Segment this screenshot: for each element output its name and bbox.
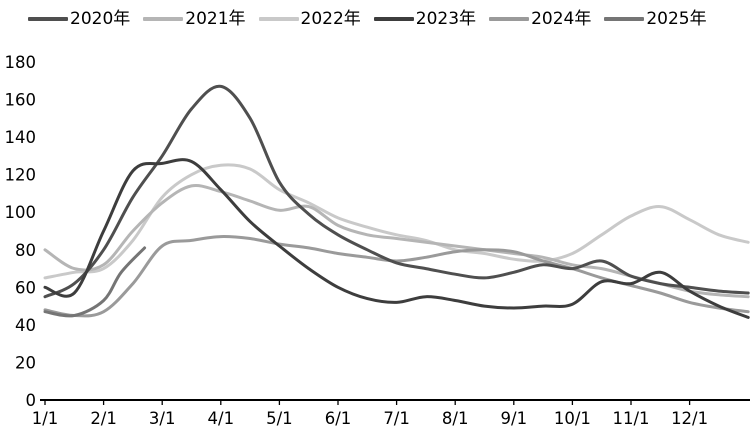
x-axis-tick-label: 4/1 bbox=[208, 409, 235, 428]
series-line-2023 bbox=[43, 158, 750, 319]
y-axis-tick-label: 40 bbox=[15, 316, 36, 335]
series-line-2024 bbox=[43, 235, 750, 318]
legend-label: 2022年 bbox=[300, 8, 361, 29]
y-axis-tick-label: 100 bbox=[5, 203, 37, 222]
legend-line-swatch bbox=[258, 17, 299, 21]
series-line-2020 bbox=[43, 84, 750, 299]
legend-label: 2024年 bbox=[531, 8, 592, 29]
x-axis-tick-label: 1/1 bbox=[32, 409, 59, 428]
y-axis-tick-label: 140 bbox=[5, 128, 37, 147]
y-axis-tick-label: 20 bbox=[15, 353, 36, 372]
legend-label: 2023年 bbox=[415, 8, 477, 29]
legend-label: 2025年 bbox=[646, 8, 707, 29]
x-axis-tick-label: 10/1 bbox=[554, 409, 591, 428]
series-line-2025 bbox=[43, 246, 147, 318]
chart-legend: 2020年 2021年 2022年 2023年 2024年 2025年 bbox=[28, 7, 742, 31]
x-axis-tick-label: 11/1 bbox=[612, 409, 649, 428]
legend-line-swatch bbox=[373, 17, 414, 21]
legend-label: 2020年 bbox=[70, 8, 131, 29]
y-axis-tick-label: 120 bbox=[5, 166, 37, 185]
series-line-2022 bbox=[43, 163, 750, 280]
y-axis-tick-label: 160 bbox=[5, 91, 37, 110]
y-axis-tick-label: 0 bbox=[26, 391, 37, 410]
y-axis-tick-label: 80 bbox=[15, 241, 36, 260]
legend-item-2024: 2024年 bbox=[489, 8, 592, 29]
legend-item-2020: 2020年 bbox=[28, 8, 131, 29]
x-axis-tick-label: 6/1 bbox=[325, 409, 352, 428]
x-axis-tick-label: 9/1 bbox=[501, 409, 528, 428]
x-axis-tick-label: 12/1 bbox=[671, 409, 708, 428]
legend-line-swatch bbox=[28, 17, 68, 21]
x-axis-tick-label: 5/1 bbox=[266, 409, 293, 428]
legend-item-2023: 2023年 bbox=[373, 8, 477, 29]
x-axis-tick-label: 7/1 bbox=[383, 409, 410, 428]
legend-item-2025: 2025年 bbox=[604, 8, 707, 29]
x-axis-tick-label: 8/1 bbox=[442, 409, 469, 428]
x-axis-tick-label: 3/1 bbox=[149, 409, 176, 428]
y-axis-tick-label: 60 bbox=[15, 278, 36, 297]
legend-item-2021: 2021年 bbox=[143, 8, 246, 29]
legend-line-swatch bbox=[489, 17, 530, 21]
legend-label: 2021年 bbox=[185, 8, 246, 29]
legend-line-swatch bbox=[604, 17, 645, 21]
legend-item-2022: 2022年 bbox=[258, 8, 361, 29]
legend-line-swatch bbox=[143, 17, 184, 21]
x-axis-tick-label: 2/1 bbox=[90, 409, 117, 428]
y-axis-tick-label: 180 bbox=[5, 53, 37, 72]
